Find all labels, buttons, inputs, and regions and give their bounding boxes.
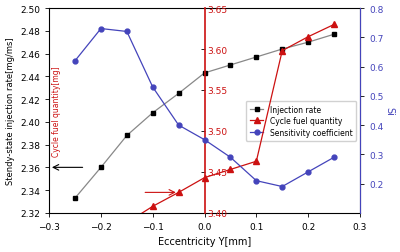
Sensitivity coefficient <box>306 171 310 174</box>
Text: Cycle fuel quantity[mg]: Cycle fuel quantity[mg] <box>52 66 61 156</box>
Injection rate <box>254 56 259 59</box>
Injection rate <box>176 92 181 96</box>
Legend: Injection rate, Cycle fuel quantity, Sensitivity coefficient: Injection rate, Cycle fuel quantity, Sen… <box>246 101 356 141</box>
Sensitivity coefficient <box>150 86 155 89</box>
X-axis label: Eccentricity Y[mm]: Eccentricity Y[mm] <box>158 237 251 246</box>
Sensitivity coefficient <box>124 31 129 34</box>
Injection rate <box>98 166 103 169</box>
Sensitivity coefficient <box>254 179 259 182</box>
Cycle fuel quantity <box>280 50 285 53</box>
Sensitivity coefficient <box>228 156 233 159</box>
Injection rate <box>150 112 155 115</box>
Injection rate <box>332 34 336 37</box>
Y-axis label: Stendy-state injection rate[mg/ms]: Stendy-state injection rate[mg/ms] <box>6 38 14 184</box>
Y-axis label: Si: Si <box>384 107 394 115</box>
Injection rate <box>228 64 233 67</box>
Injection rate <box>202 72 207 75</box>
Sensitivity coefficient <box>73 60 78 63</box>
Cycle fuel quantity <box>98 246 103 249</box>
Cycle fuel quantity <box>306 36 310 39</box>
Cycle fuel quantity <box>124 221 129 224</box>
Cycle fuel quantity <box>176 191 181 194</box>
Sensitivity coefficient <box>332 156 336 159</box>
Injection rate <box>124 134 129 137</box>
Injection rate <box>280 48 285 51</box>
Cycle fuel quantity <box>150 205 155 208</box>
Cycle fuel quantity <box>202 176 207 179</box>
Sensitivity coefficient <box>176 124 181 127</box>
Cycle fuel quantity <box>228 168 233 171</box>
Line: Injection rate: Injection rate <box>73 33 336 201</box>
Line: Sensitivity coefficient: Sensitivity coefficient <box>73 27 336 189</box>
Injection rate <box>73 197 78 200</box>
Sensitivity coefficient <box>98 28 103 31</box>
Injection rate <box>306 42 310 45</box>
Cycle fuel quantity <box>254 160 259 163</box>
Sensitivity coefficient <box>202 139 207 142</box>
Sensitivity coefficient <box>280 185 285 188</box>
Line: Cycle fuel quantity: Cycle fuel quantity <box>72 23 337 252</box>
Cycle fuel quantity <box>332 24 336 27</box>
